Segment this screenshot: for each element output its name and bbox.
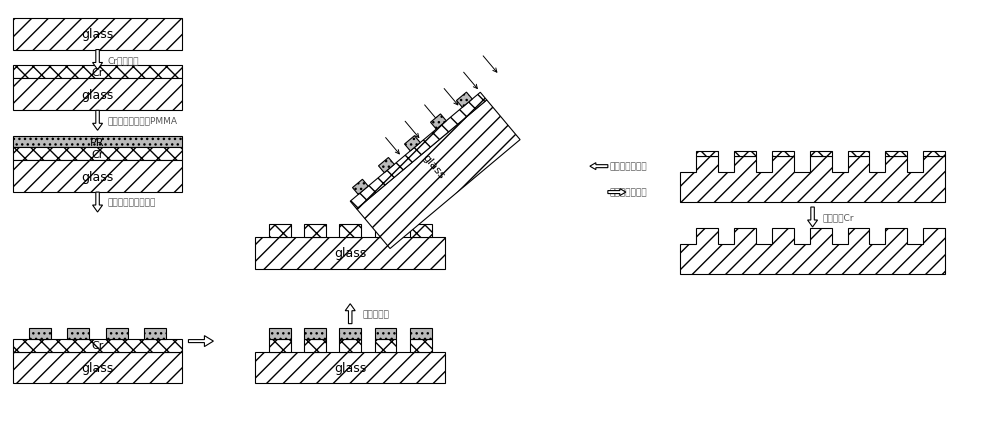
Bar: [29, 328, 51, 339]
Text: 去除金属Cr: 去除金属Cr: [823, 213, 854, 222]
Text: glass: glass: [81, 89, 114, 102]
Bar: [13, 137, 182, 148]
Bar: [144, 328, 166, 339]
Bar: [269, 328, 291, 339]
FancyArrow shape: [345, 304, 355, 324]
Text: 旋涂电子束胶或者PMMA: 旋涂电子束胶或者PMMA: [108, 117, 178, 125]
Text: 电子束光刻形成结构: 电子束光刻形成结构: [108, 198, 156, 207]
Bar: [255, 352, 445, 384]
Bar: [13, 79, 182, 111]
Text: 氟基气体和氢气: 氟基气体和氢气: [610, 188, 647, 197]
Bar: [269, 339, 291, 352]
Polygon shape: [379, 158, 394, 173]
Bar: [696, 151, 718, 157]
Polygon shape: [352, 180, 368, 195]
Bar: [923, 151, 945, 157]
Text: glass: glass: [81, 361, 114, 374]
Text: Cr: Cr: [91, 340, 104, 350]
Polygon shape: [457, 93, 472, 108]
FancyArrow shape: [93, 193, 103, 213]
Bar: [734, 151, 756, 157]
Polygon shape: [405, 136, 420, 151]
Bar: [269, 224, 291, 237]
Bar: [339, 224, 361, 237]
FancyArrow shape: [608, 189, 626, 196]
Polygon shape: [357, 101, 520, 249]
Bar: [304, 224, 326, 237]
Bar: [375, 224, 396, 237]
Polygon shape: [350, 93, 487, 209]
FancyArrow shape: [808, 207, 818, 227]
Bar: [13, 339, 182, 352]
Bar: [375, 339, 396, 352]
Polygon shape: [680, 157, 945, 203]
Text: Cr薄膜沉积: Cr薄膜沉积: [108, 56, 139, 65]
Text: 除去电子胶: 除去电子胶: [362, 309, 389, 319]
Bar: [375, 328, 396, 339]
Text: PR: PR: [90, 138, 105, 148]
Bar: [106, 328, 128, 339]
Text: glass: glass: [81, 170, 114, 183]
Bar: [13, 19, 182, 50]
Text: 反应离子束刻蚀: 反应离子束刻蚀: [610, 162, 647, 171]
Bar: [772, 151, 794, 157]
Bar: [810, 151, 832, 157]
FancyArrow shape: [590, 163, 608, 170]
Bar: [13, 66, 182, 79]
Bar: [255, 237, 445, 269]
Bar: [410, 224, 432, 237]
Bar: [410, 328, 432, 339]
Polygon shape: [680, 228, 945, 274]
Bar: [13, 148, 182, 161]
Bar: [13, 352, 182, 384]
FancyArrow shape: [93, 111, 103, 131]
FancyArrow shape: [188, 336, 213, 347]
Text: glass: glass: [334, 361, 366, 374]
Text: glass: glass: [334, 247, 366, 260]
Text: glass: glass: [81, 28, 114, 41]
Bar: [304, 328, 326, 339]
Bar: [410, 339, 432, 352]
Text: Cr: Cr: [91, 68, 104, 78]
Bar: [339, 339, 361, 352]
Bar: [67, 328, 89, 339]
Bar: [339, 328, 361, 339]
FancyArrow shape: [93, 50, 103, 70]
Bar: [13, 161, 182, 193]
Text: glass: glass: [420, 153, 446, 181]
Bar: [304, 339, 326, 352]
Polygon shape: [431, 115, 446, 130]
Text: Cr: Cr: [91, 149, 104, 159]
Bar: [848, 151, 869, 157]
Bar: [885, 151, 907, 157]
